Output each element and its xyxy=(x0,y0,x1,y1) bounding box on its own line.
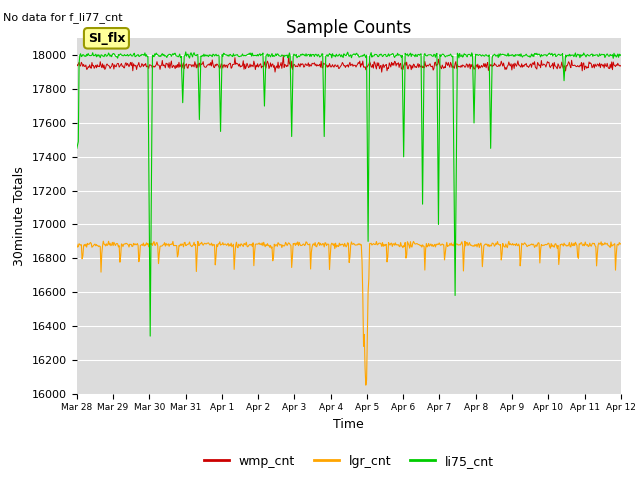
Text: SI_flx: SI_flx xyxy=(88,32,125,45)
Text: No data for f_li77_cnt: No data for f_li77_cnt xyxy=(3,12,123,23)
Y-axis label: 30minute Totals: 30minute Totals xyxy=(13,166,26,266)
X-axis label: Time: Time xyxy=(333,418,364,431)
Legend: wmp_cnt, lgr_cnt, li75_cnt: wmp_cnt, lgr_cnt, li75_cnt xyxy=(198,450,499,473)
Title: Sample Counts: Sample Counts xyxy=(286,19,412,37)
